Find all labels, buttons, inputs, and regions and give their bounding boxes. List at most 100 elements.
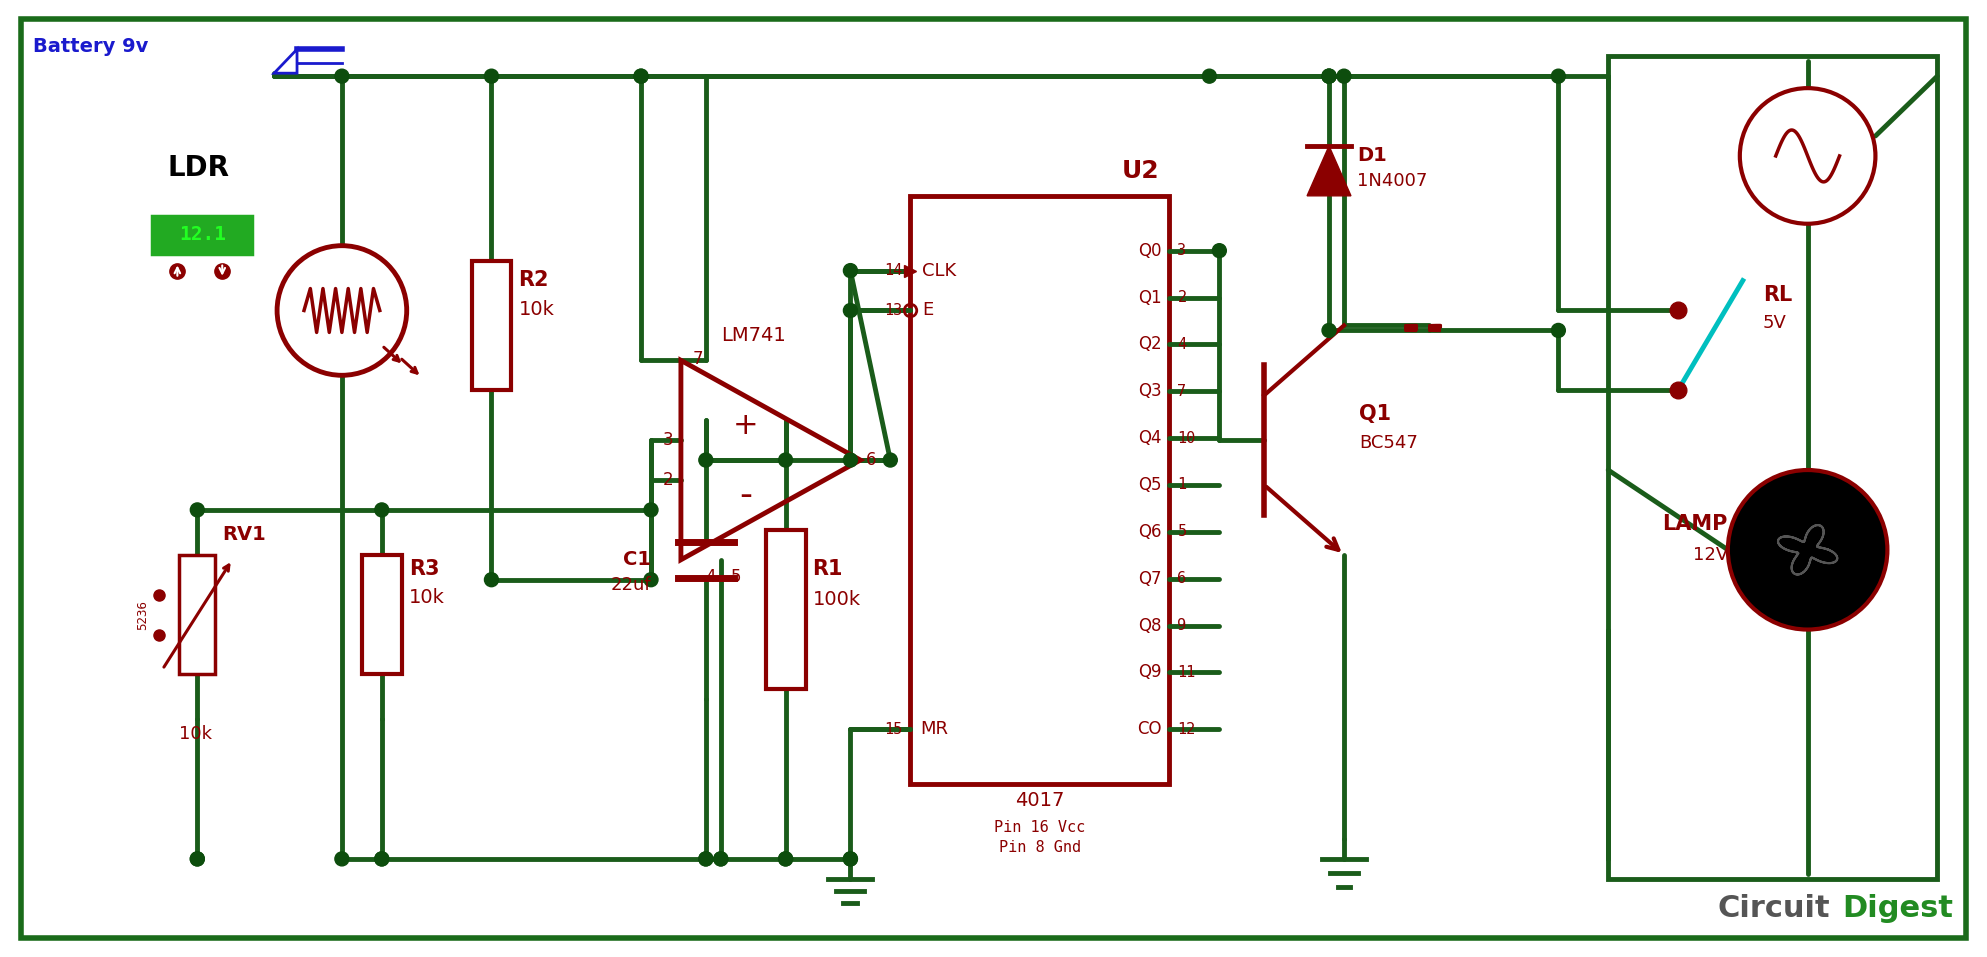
Text: BC547: BC547 (1359, 434, 1419, 452)
Text: 5236: 5236 (135, 600, 149, 630)
Text: +: + (733, 411, 759, 439)
Text: 12V: 12V (1693, 545, 1729, 564)
Circle shape (842, 852, 858, 866)
Circle shape (1552, 69, 1566, 83)
Circle shape (699, 453, 713, 467)
Circle shape (1321, 323, 1335, 338)
Text: 10k: 10k (409, 588, 445, 607)
Circle shape (1741, 88, 1876, 224)
Text: 5: 5 (731, 568, 741, 586)
Circle shape (376, 503, 389, 517)
Circle shape (191, 852, 205, 866)
Text: Q0: Q0 (1139, 242, 1162, 259)
Text: LDR: LDR (167, 154, 229, 182)
Text: D1: D1 (1357, 145, 1387, 165)
Circle shape (191, 503, 205, 517)
Text: LM741: LM741 (721, 326, 785, 345)
Text: Battery 9v: Battery 9v (34, 36, 149, 56)
Text: Digest: Digest (1842, 894, 1953, 924)
Bar (910, 196, 1170, 784)
Text: 14: 14 (884, 263, 902, 278)
Circle shape (842, 263, 858, 278)
Circle shape (336, 852, 350, 866)
Text: 7: 7 (693, 350, 703, 368)
Bar (765, 530, 805, 689)
Text: 6: 6 (866, 451, 876, 469)
Text: R2: R2 (519, 270, 548, 290)
Text: 12.1: 12.1 (179, 225, 227, 244)
Text: Pin 8 Gnd: Pin 8 Gnd (999, 840, 1081, 855)
Text: 3: 3 (1178, 243, 1186, 258)
Circle shape (842, 852, 858, 866)
Text: LAMP: LAMP (1663, 514, 1729, 534)
Text: 13: 13 (884, 303, 902, 318)
Text: 15: 15 (884, 722, 902, 737)
Text: 9: 9 (1178, 618, 1186, 634)
Text: 1N4007: 1N4007 (1357, 172, 1427, 189)
Circle shape (191, 852, 205, 866)
Text: R1: R1 (813, 559, 842, 579)
Text: Q8: Q8 (1139, 616, 1162, 634)
Text: 2: 2 (1178, 290, 1186, 305)
Text: 5: 5 (1178, 524, 1186, 540)
Text: Q7: Q7 (1139, 569, 1162, 588)
Bar (1607, 56, 1937, 879)
Text: 6: 6 (1178, 571, 1186, 587)
Text: C1: C1 (624, 549, 652, 568)
Text: Q4: Q4 (1139, 429, 1162, 447)
Text: 5V: 5V (1762, 315, 1786, 332)
Text: 1: 1 (1178, 478, 1186, 493)
Text: 4: 4 (705, 568, 715, 586)
Circle shape (779, 453, 793, 467)
Circle shape (713, 852, 727, 866)
Text: R3: R3 (409, 559, 439, 579)
Text: Pin 16 Vcc: Pin 16 Vcc (994, 820, 1085, 835)
Text: Q1: Q1 (1139, 288, 1162, 306)
Text: 11: 11 (1178, 665, 1196, 679)
Circle shape (376, 852, 389, 866)
Circle shape (1552, 323, 1566, 338)
Text: 3: 3 (662, 431, 674, 449)
Circle shape (699, 852, 713, 866)
Text: 10: 10 (1178, 431, 1196, 446)
Circle shape (376, 852, 389, 866)
Polygon shape (1307, 146, 1351, 196)
Circle shape (634, 69, 648, 83)
Circle shape (779, 852, 793, 866)
Circle shape (1321, 69, 1335, 83)
Circle shape (1202, 69, 1216, 83)
Text: -: - (739, 478, 753, 512)
Circle shape (842, 453, 858, 467)
Circle shape (485, 572, 499, 587)
Text: Q5: Q5 (1139, 476, 1162, 494)
Text: 4: 4 (1178, 337, 1186, 352)
Text: 4017: 4017 (1015, 791, 1065, 810)
Text: Q9: Q9 (1139, 663, 1162, 681)
Circle shape (779, 852, 793, 866)
Text: 12: 12 (1178, 722, 1196, 737)
Circle shape (699, 852, 713, 866)
Bar (362, 555, 401, 675)
Text: 100k: 100k (813, 590, 860, 609)
Text: 22uf: 22uf (610, 576, 652, 593)
Circle shape (713, 852, 727, 866)
Text: 10k: 10k (179, 725, 213, 744)
Circle shape (485, 69, 499, 83)
Text: 7: 7 (1178, 384, 1186, 399)
Circle shape (644, 503, 658, 517)
Circle shape (1321, 69, 1335, 83)
Circle shape (634, 69, 648, 83)
Text: E: E (922, 301, 934, 320)
Text: Q3: Q3 (1139, 382, 1162, 400)
Bar (153, 215, 252, 254)
Circle shape (336, 69, 350, 83)
Text: RL: RL (1762, 284, 1792, 304)
Text: Q1: Q1 (1359, 404, 1391, 424)
Bar (179, 555, 215, 675)
Text: Q6: Q6 (1139, 523, 1162, 541)
Circle shape (1321, 69, 1335, 83)
Text: Circuit: Circuit (1719, 894, 1830, 924)
Text: U2: U2 (1123, 159, 1160, 183)
Text: MR: MR (920, 721, 948, 738)
Circle shape (842, 303, 858, 318)
